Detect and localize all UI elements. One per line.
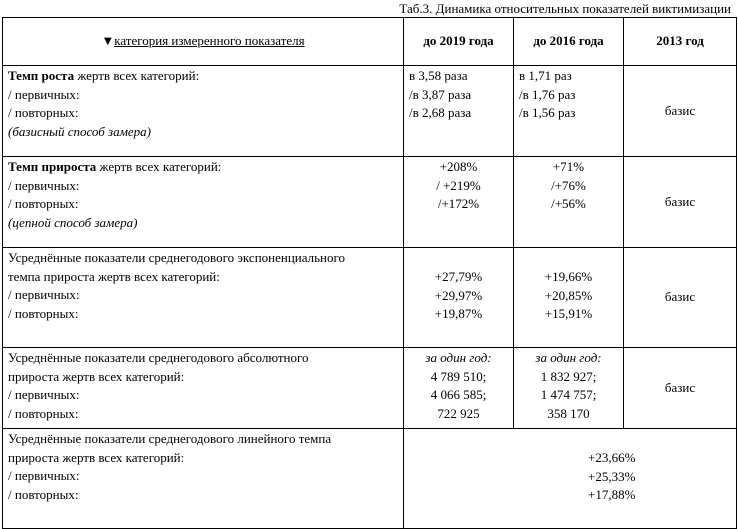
row-line: / первичных: [8, 287, 80, 303]
cell-value: 4 789 510; [430, 368, 487, 384]
row-title-rest: жертв всех категорий: [96, 159, 222, 174]
cell-value: /+56% [551, 196, 586, 212]
row-line: / первичных: [8, 86, 80, 102]
row-line: / повторных: [8, 405, 79, 421]
row-title-bold: Темп прироста [8, 159, 97, 174]
cell-value: в 1,71 раз [519, 68, 572, 83]
cell-value: 1 832 927; [540, 368, 597, 384]
row-line: / повторных: [8, 305, 79, 321]
cell-value: +25,33% [588, 468, 636, 484]
cell-2016: +19,66% +20,85% +15,91% [513, 247, 624, 348]
row-line: Усреднённые показатели среднегодового ли… [8, 431, 332, 446]
cell-value: 722 925 [437, 405, 480, 421]
merged-values-cell: +23,66% +25,33% +17,88% [403, 428, 737, 529]
cell-2019: +27,79% +29,97% +19,87% [403, 247, 514, 348]
victimization-dynamics-table: ▼категория измеренного показателя до 201… [2, 17, 737, 529]
cell-value: +19,87% [434, 306, 483, 322]
cell-2013: базис [623, 65, 737, 157]
cell-value: /в 1,76 раз [519, 86, 576, 102]
cell-2013: базис [623, 156, 737, 248]
row-label: Усреднённые показатели среднегодового эк… [2, 247, 404, 348]
row-line: / первичных: [8, 387, 80, 403]
table-row: Усреднённые показатели среднегодового аб… [2, 347, 737, 429]
row-line: / повторных: [8, 105, 79, 121]
header-category[interactable]: ▼категория измеренного показателя [2, 17, 404, 66]
row-line: прироста жертв всех категорий: [8, 368, 185, 384]
cell-value: в 3,58 раза [409, 68, 468, 83]
header-2019: до 2019 года [403, 17, 514, 66]
row-label: Усреднённые показатели среднегодового аб… [2, 347, 404, 429]
header-category-label: категория измеренного показателя [114, 33, 305, 49]
cell-value: +29,97% [434, 287, 483, 303]
cell-value: +17,88% [588, 487, 636, 503]
cell-value: 4 066 585; [430, 387, 487, 403]
cell-value: 358 170 [547, 405, 590, 421]
cell-2019: за один год: 4 789 510; 4 066 585; 722 9… [403, 347, 514, 429]
cell-value: +15,91% [544, 306, 593, 322]
cell-2016: в 1,71 раз /в 1,76 раз /в 1,56 раз [513, 65, 624, 157]
cell-2016: +71% /+76% /+56% [513, 156, 624, 248]
table-row: Темп прироста жертв всех категорий: / пе… [2, 156, 737, 248]
cell-note: за один год: [535, 350, 602, 365]
table-row: Темп роста жертв всех категорий: / перви… [2, 65, 737, 157]
cell-value: /в 2,68 раза [409, 105, 472, 121]
cell-2019: +208% / +219% /+172% [403, 156, 514, 248]
table-caption: Таб.3. Динамика относительных показателе… [399, 1, 731, 16]
row-line: / повторных: [8, 486, 79, 502]
row-line: / повторных: [8, 196, 79, 212]
cell-value: /в 3,87 раза [409, 86, 472, 102]
row-line: темпа прироста жертв всех категорий: [8, 268, 220, 284]
row-title-rest: жертв всех категорий: [74, 68, 200, 83]
row-line: / первичных: [8, 468, 80, 484]
cell-value: +20,85% [544, 287, 593, 303]
header-2016: до 2016 года [513, 17, 624, 66]
row-label: Темп роста жертв всех категорий: / перви… [2, 65, 404, 157]
sort-down-icon: ▼ [101, 33, 115, 49]
row-title-bold: Темп роста [8, 68, 75, 83]
table-row: Усреднённые показатели среднегодового ли… [2, 428, 737, 529]
row-line: Усреднённые показатели среднегодового эк… [8, 250, 346, 265]
cell-value: / +219% [436, 177, 481, 193]
cell-2019: в 3,58 раза /в 3,87 раза /в 2,68 раза [403, 65, 514, 157]
row-note: (цепной способ замера) [8, 214, 138, 230]
cell-value: /в 1,56 раз [519, 105, 576, 121]
row-label: Темп прироста жертв всех категорий: / пе… [2, 156, 404, 248]
row-line: прироста жертв всех категорий: [8, 449, 185, 465]
cell-value: +27,79% [434, 269, 483, 284]
cell-2013: базис [623, 347, 737, 429]
row-note: (базисный способ замера) [8, 123, 152, 139]
cell-value: +23,66% [588, 450, 636, 465]
row-line: / первичных: [8, 177, 80, 193]
cell-note: за один год: [425, 350, 492, 365]
row-line: Усреднённые показатели среднегодового аб… [8, 350, 309, 365]
table-row: Усреднённые показатели среднегодового эк… [2, 247, 737, 348]
cell-value: +71% [552, 159, 585, 174]
cell-2016: за один год: 1 832 927; 1 474 757; 358 1… [513, 347, 624, 429]
row-label: Усреднённые показатели среднегодового ли… [2, 428, 404, 529]
cell-value: +19,66% [544, 269, 593, 284]
header-row: ▼категория измеренного показателя до 201… [2, 17, 737, 66]
cell-value: +208% [439, 159, 478, 174]
cell-value: 1 474 757; [540, 387, 597, 403]
cell-2013: базис [623, 247, 737, 348]
cell-value: /+172% [437, 196, 480, 212]
header-2013: 2013 год [623, 17, 737, 66]
cell-value: /+76% [551, 177, 586, 193]
